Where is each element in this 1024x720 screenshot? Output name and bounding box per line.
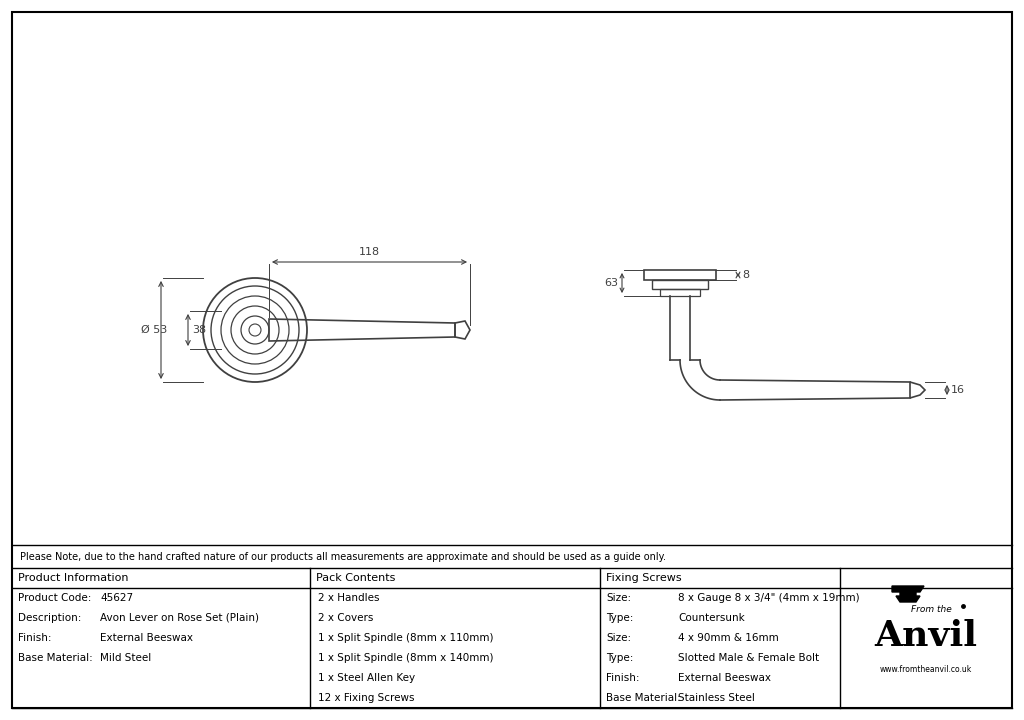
Text: Slotted Male & Female Bolt: Slotted Male & Female Bolt — [678, 653, 819, 663]
Text: Size:: Size: — [606, 633, 631, 643]
Text: 2 x Covers: 2 x Covers — [318, 613, 374, 623]
Text: 8: 8 — [742, 270, 750, 280]
Text: Base Material:: Base Material: — [606, 693, 681, 703]
Text: Type:: Type: — [606, 613, 634, 623]
Text: 1 x Steel Allen Key: 1 x Steel Allen Key — [318, 673, 415, 683]
Text: Finish:: Finish: — [18, 633, 51, 643]
Text: www.fromtheanvil.co.uk: www.fromtheanvil.co.uk — [880, 665, 972, 675]
Text: 118: 118 — [359, 247, 380, 257]
Text: Anvil: Anvil — [874, 619, 978, 653]
Text: 16: 16 — [951, 385, 965, 395]
Text: 1 x Split Spindle (8mm x 140mm): 1 x Split Spindle (8mm x 140mm) — [318, 653, 494, 663]
Text: Product Code:: Product Code: — [18, 593, 91, 603]
Text: Stainless Steel: Stainless Steel — [678, 693, 755, 703]
Text: External Beeswax: External Beeswax — [100, 633, 193, 643]
Text: Countersunk: Countersunk — [678, 613, 744, 623]
Text: Avon Lever on Rose Set (Plain): Avon Lever on Rose Set (Plain) — [100, 613, 259, 623]
Polygon shape — [892, 586, 924, 596]
Text: Description:: Description: — [18, 613, 81, 623]
Text: Finish:: Finish: — [606, 673, 640, 683]
Text: 8 x Gauge 8 x 3/4" (4mm x 19mm): 8 x Gauge 8 x 3/4" (4mm x 19mm) — [678, 593, 859, 603]
Text: 4 x 90mm & 16mm: 4 x 90mm & 16mm — [678, 633, 778, 643]
Text: 12 x Fixing Screws: 12 x Fixing Screws — [318, 693, 415, 703]
Text: 1 x Split Spindle (8mm x 110mm): 1 x Split Spindle (8mm x 110mm) — [318, 633, 494, 643]
Text: External Beeswax: External Beeswax — [678, 673, 771, 683]
Text: Size:: Size: — [606, 593, 631, 603]
Text: Type:: Type: — [606, 653, 634, 663]
Text: 63: 63 — [604, 278, 618, 288]
Text: Base Material:: Base Material: — [18, 653, 93, 663]
Text: Product Information: Product Information — [18, 573, 128, 583]
Text: Ø 53: Ø 53 — [140, 325, 167, 335]
Text: 2 x Handles: 2 x Handles — [318, 593, 380, 603]
Polygon shape — [896, 596, 920, 602]
Text: From the: From the — [910, 606, 951, 614]
Text: Mild Steel: Mild Steel — [100, 653, 152, 663]
Text: Pack Contents: Pack Contents — [316, 573, 395, 583]
Text: 45627: 45627 — [100, 593, 133, 603]
Text: 38: 38 — [193, 325, 206, 335]
Text: Please Note, due to the hand crafted nature of our products all measurements are: Please Note, due to the hand crafted nat… — [20, 552, 666, 562]
Text: Fixing Screws: Fixing Screws — [606, 573, 682, 583]
